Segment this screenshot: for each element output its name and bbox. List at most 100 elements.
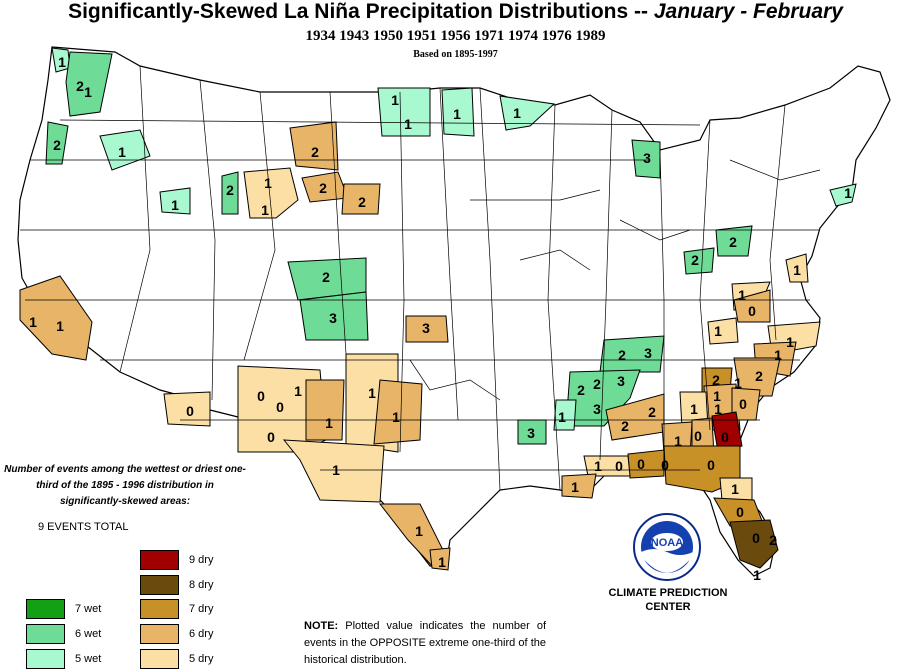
- region-value-6-wet: 2: [76, 78, 84, 94]
- region-value-5-wet: 1: [391, 92, 399, 108]
- region-value-6-dry: 1: [713, 388, 721, 404]
- legend-swatch: [26, 624, 65, 644]
- region-value-6-dry: 2: [755, 368, 763, 384]
- region-value-6-wet: 3: [527, 425, 535, 441]
- region-value-8-dry: 0: [752, 530, 760, 546]
- region-value-6-dry: 2: [648, 404, 656, 420]
- la-nina-years: 1934 1943 1950 1951 1956 1971 1974 1976 …: [305, 28, 606, 44]
- region-value-5-dry: 0: [257, 388, 265, 404]
- cpc-label: CLIMATE PREDICTION CENTER: [608, 587, 728, 613]
- logo-wave: [641, 549, 693, 573]
- region-value-6-dry: 1: [774, 347, 782, 363]
- region-value-6-wet: 3: [617, 373, 625, 389]
- region-value-6-dry: 3: [422, 320, 430, 336]
- region-value-5-wet: 1: [844, 185, 852, 201]
- region-value-6-wet: 2: [691, 252, 699, 268]
- region-value-6-dry: 1: [325, 415, 333, 431]
- region-value-6-dry: 1: [56, 318, 64, 334]
- legend-label: 5 dry: [189, 653, 214, 665]
- region-value-9-dry: 0: [721, 429, 729, 445]
- region-value-6-dry: 0: [748, 303, 756, 319]
- region-value-5-dry: 0: [267, 429, 275, 445]
- legend-item-9-dry: 9 dry: [140, 550, 213, 570]
- region-value-5-dry: 0: [276, 399, 284, 415]
- region-value-5-dry: 1: [264, 175, 272, 191]
- region-value-6-dry: 0: [694, 428, 702, 444]
- region-value-5-dry: 1: [714, 323, 722, 339]
- region-value-5-dry: 1: [294, 383, 302, 399]
- region-value-6-dry: 1: [714, 401, 722, 417]
- legend-item-6-dry: 6 dry: [140, 624, 213, 644]
- region-value-5-wet: 1: [118, 144, 126, 160]
- legend-label: 6 wet: [75, 628, 102, 640]
- region-value-6-dry: 1: [29, 314, 37, 330]
- region-value-5-dry: 1: [786, 334, 794, 350]
- legend-label: 6 dry: [189, 628, 214, 640]
- legend-swatch: [140, 649, 179, 669]
- region-value-6-dry: 1: [734, 375, 742, 391]
- region-value-8-dry: 1: [753, 567, 761, 583]
- region-value-6-wet: 3: [593, 401, 601, 417]
- region-value-6-dry: 1: [392, 409, 400, 425]
- region-value-6-wet: 2: [729, 234, 737, 250]
- region-value-5-dry: 1: [690, 401, 698, 417]
- note-label: NOTE:: [304, 620, 339, 632]
- region-value-5-dry: 1: [793, 262, 801, 278]
- legend-label: 5 wet: [75, 653, 102, 665]
- legend-caption: Number of events among the wettest or dr…: [4, 464, 246, 507]
- region-value-6-wet: 2: [226, 182, 234, 198]
- region-value-5-dry: 1: [594, 458, 602, 474]
- region-value-5-dry: 1: [368, 385, 376, 401]
- legend-item-6-wet: 6 wet: [26, 624, 101, 644]
- events-total: 9 EVENTS TOTAL: [38, 521, 129, 533]
- region-value-6-dry: 1: [571, 479, 579, 495]
- region-value-8-dry: 2: [769, 532, 777, 548]
- legend-item-7-wet: 7 wet: [26, 599, 101, 619]
- region-value-7-dry: 0: [637, 456, 645, 472]
- title-dates: January - February: [653, 0, 843, 23]
- legend-swatch: [140, 599, 179, 619]
- map-note: NOTE: Plotted value indicates the number…: [304, 618, 546, 669]
- region-value-5-dry: 0: [186, 403, 194, 419]
- region-value-7-dry: 0: [707, 457, 715, 473]
- legend-swatch: [140, 575, 179, 595]
- region-value-5-dry: 0: [615, 458, 623, 474]
- legend-swatch: [140, 624, 179, 644]
- legend-label: 8 dry: [189, 579, 214, 591]
- region-value-5-dry: 1: [731, 481, 739, 497]
- logo-text: NOAA: [651, 537, 683, 549]
- region-value-6-dry: 1: [438, 554, 446, 570]
- region-value-5-wet: 1: [453, 106, 461, 122]
- region-value-5-wet: 1: [58, 54, 66, 70]
- region-value-6-wet: 3: [329, 310, 337, 326]
- region-value-6-dry: 2: [358, 194, 366, 210]
- region-value-5-wet: 1: [513, 105, 521, 121]
- legend-item-5-dry: 5 dry: [140, 649, 213, 669]
- region-value-6-wet: 2: [322, 269, 330, 285]
- region-value-6-wet: 3: [644, 345, 652, 361]
- region-value-6-wet: 2: [577, 382, 585, 398]
- legend-label: 7 dry: [189, 603, 214, 615]
- region-shapes: [19, 47, 857, 571]
- region-value-6-dry: 1: [415, 523, 423, 539]
- region-value-6-dry: 2: [621, 418, 629, 434]
- legend-swatch: [26, 649, 65, 669]
- title-main: Significantly-Skewed La Niña Precipitati…: [68, 0, 648, 23]
- region-value-5-wet: 1: [558, 409, 566, 425]
- region-value-5-dry: 1: [738, 287, 746, 303]
- region-value-5-wet: 1: [171, 197, 179, 213]
- region-value-6-dry: 2: [319, 180, 327, 196]
- region-value-6-dry: 2: [311, 144, 319, 160]
- legend-item-7-dry: 7 dry: [140, 599, 213, 619]
- division-lines: [20, 65, 821, 491]
- region-value-6-wet: 1: [84, 84, 92, 100]
- logo-badge: [651, 533, 683, 551]
- region-value-6-wet: 2: [53, 137, 61, 153]
- base-period: Based on 1895-1997: [413, 49, 498, 60]
- legend-item-5-wet: 5 wet: [26, 649, 101, 669]
- map-title: Significantly-Skewed La Niña Precipitati…: [0, 0, 911, 24]
- region-value-5-dry: 1: [261, 202, 269, 218]
- region-value-5-wet: 1: [404, 116, 412, 132]
